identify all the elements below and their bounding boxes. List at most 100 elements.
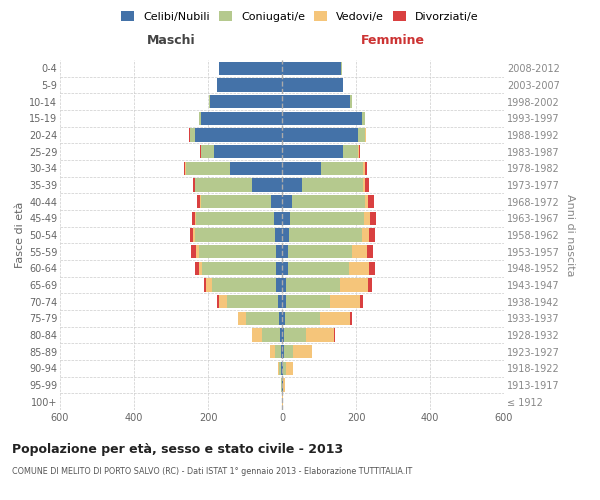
Bar <box>367 245 373 258</box>
Bar <box>358 145 359 158</box>
Bar <box>282 362 283 375</box>
Bar <box>212 278 277 291</box>
Bar <box>238 312 246 325</box>
Bar <box>278 362 280 375</box>
Bar <box>365 128 367 141</box>
Bar <box>282 295 286 308</box>
Bar <box>253 328 262 342</box>
Bar <box>227 295 278 308</box>
Bar <box>217 295 219 308</box>
Bar <box>290 212 364 225</box>
Bar <box>368 278 371 291</box>
Bar <box>359 145 361 158</box>
Bar <box>190 128 195 141</box>
Bar <box>193 228 195 241</box>
Bar <box>282 145 343 158</box>
Bar <box>278 295 282 308</box>
Bar <box>358 128 365 141</box>
Bar <box>282 195 292 208</box>
Bar <box>197 195 200 208</box>
Bar <box>282 95 350 108</box>
Bar <box>330 295 360 308</box>
Bar <box>352 245 367 258</box>
Bar <box>334 328 335 342</box>
Bar <box>219 62 282 75</box>
Bar <box>365 162 367 175</box>
Bar <box>283 378 286 392</box>
Bar <box>262 328 280 342</box>
Bar <box>200 145 214 158</box>
Bar <box>282 262 287 275</box>
Text: COMUNE DI MELITO DI PORTO SALVO (RC) - Dati ISTAT 1° gennaio 2013 - Elaborazione: COMUNE DI MELITO DI PORTO SALVO (RC) - D… <box>12 468 412 476</box>
Bar <box>191 245 196 258</box>
Bar <box>279 312 282 325</box>
Bar <box>282 228 289 241</box>
Bar <box>199 112 200 125</box>
Legend: Celibi/Nubili, Coniugati/e, Vedovi/e, Divorziati/e: Celibi/Nubili, Coniugati/e, Vedovi/e, Di… <box>118 8 482 25</box>
Bar <box>274 212 282 225</box>
Bar <box>282 62 341 75</box>
Bar <box>321 162 364 175</box>
Bar <box>280 328 282 342</box>
Bar <box>196 212 274 225</box>
Bar <box>282 112 362 125</box>
Bar <box>210 95 282 108</box>
Bar <box>284 345 293 358</box>
Bar <box>364 162 365 175</box>
Bar <box>292 195 365 208</box>
Bar <box>286 295 330 308</box>
Bar <box>281 362 282 375</box>
Bar <box>350 312 352 325</box>
Bar <box>364 178 365 192</box>
Bar <box>282 162 321 175</box>
Bar <box>271 195 282 208</box>
Bar <box>287 245 352 258</box>
Bar <box>365 178 369 192</box>
Bar <box>362 112 365 125</box>
Bar <box>370 212 376 225</box>
Bar <box>369 262 374 275</box>
Bar <box>282 278 286 291</box>
Bar <box>282 178 302 192</box>
Bar <box>184 162 185 175</box>
Bar <box>206 278 212 291</box>
Bar <box>362 228 369 241</box>
Bar <box>282 312 285 325</box>
Bar <box>282 345 284 358</box>
Bar <box>293 345 311 358</box>
Bar <box>368 195 374 208</box>
Bar <box>343 145 358 158</box>
Bar <box>199 245 277 258</box>
Text: Femmine: Femmine <box>361 34 425 46</box>
Bar <box>195 212 196 225</box>
Bar <box>186 162 230 175</box>
Bar <box>365 195 368 208</box>
Bar <box>286 278 340 291</box>
Bar <box>280 362 281 375</box>
Y-axis label: Fasce di età: Fasce di età <box>14 202 25 268</box>
Bar <box>195 228 275 241</box>
Bar <box>340 278 368 291</box>
Bar <box>277 278 282 291</box>
Bar <box>306 328 334 342</box>
Text: Popolazione per età, sesso e stato civile - 2013: Popolazione per età, sesso e stato civil… <box>12 442 343 456</box>
Bar <box>282 378 283 392</box>
Bar <box>219 295 227 308</box>
Bar <box>200 112 282 125</box>
Bar <box>217 78 282 92</box>
Bar <box>192 212 195 225</box>
Bar <box>200 195 271 208</box>
Bar <box>214 145 282 158</box>
Bar <box>282 128 358 141</box>
Bar <box>275 228 282 241</box>
Bar <box>286 362 293 375</box>
Bar <box>277 262 282 275</box>
Bar <box>281 345 282 358</box>
Bar <box>275 345 281 358</box>
Bar <box>285 312 320 325</box>
Bar <box>289 228 362 241</box>
Bar <box>282 245 287 258</box>
Bar <box>283 362 286 375</box>
Bar <box>369 228 374 241</box>
Bar <box>282 328 284 342</box>
